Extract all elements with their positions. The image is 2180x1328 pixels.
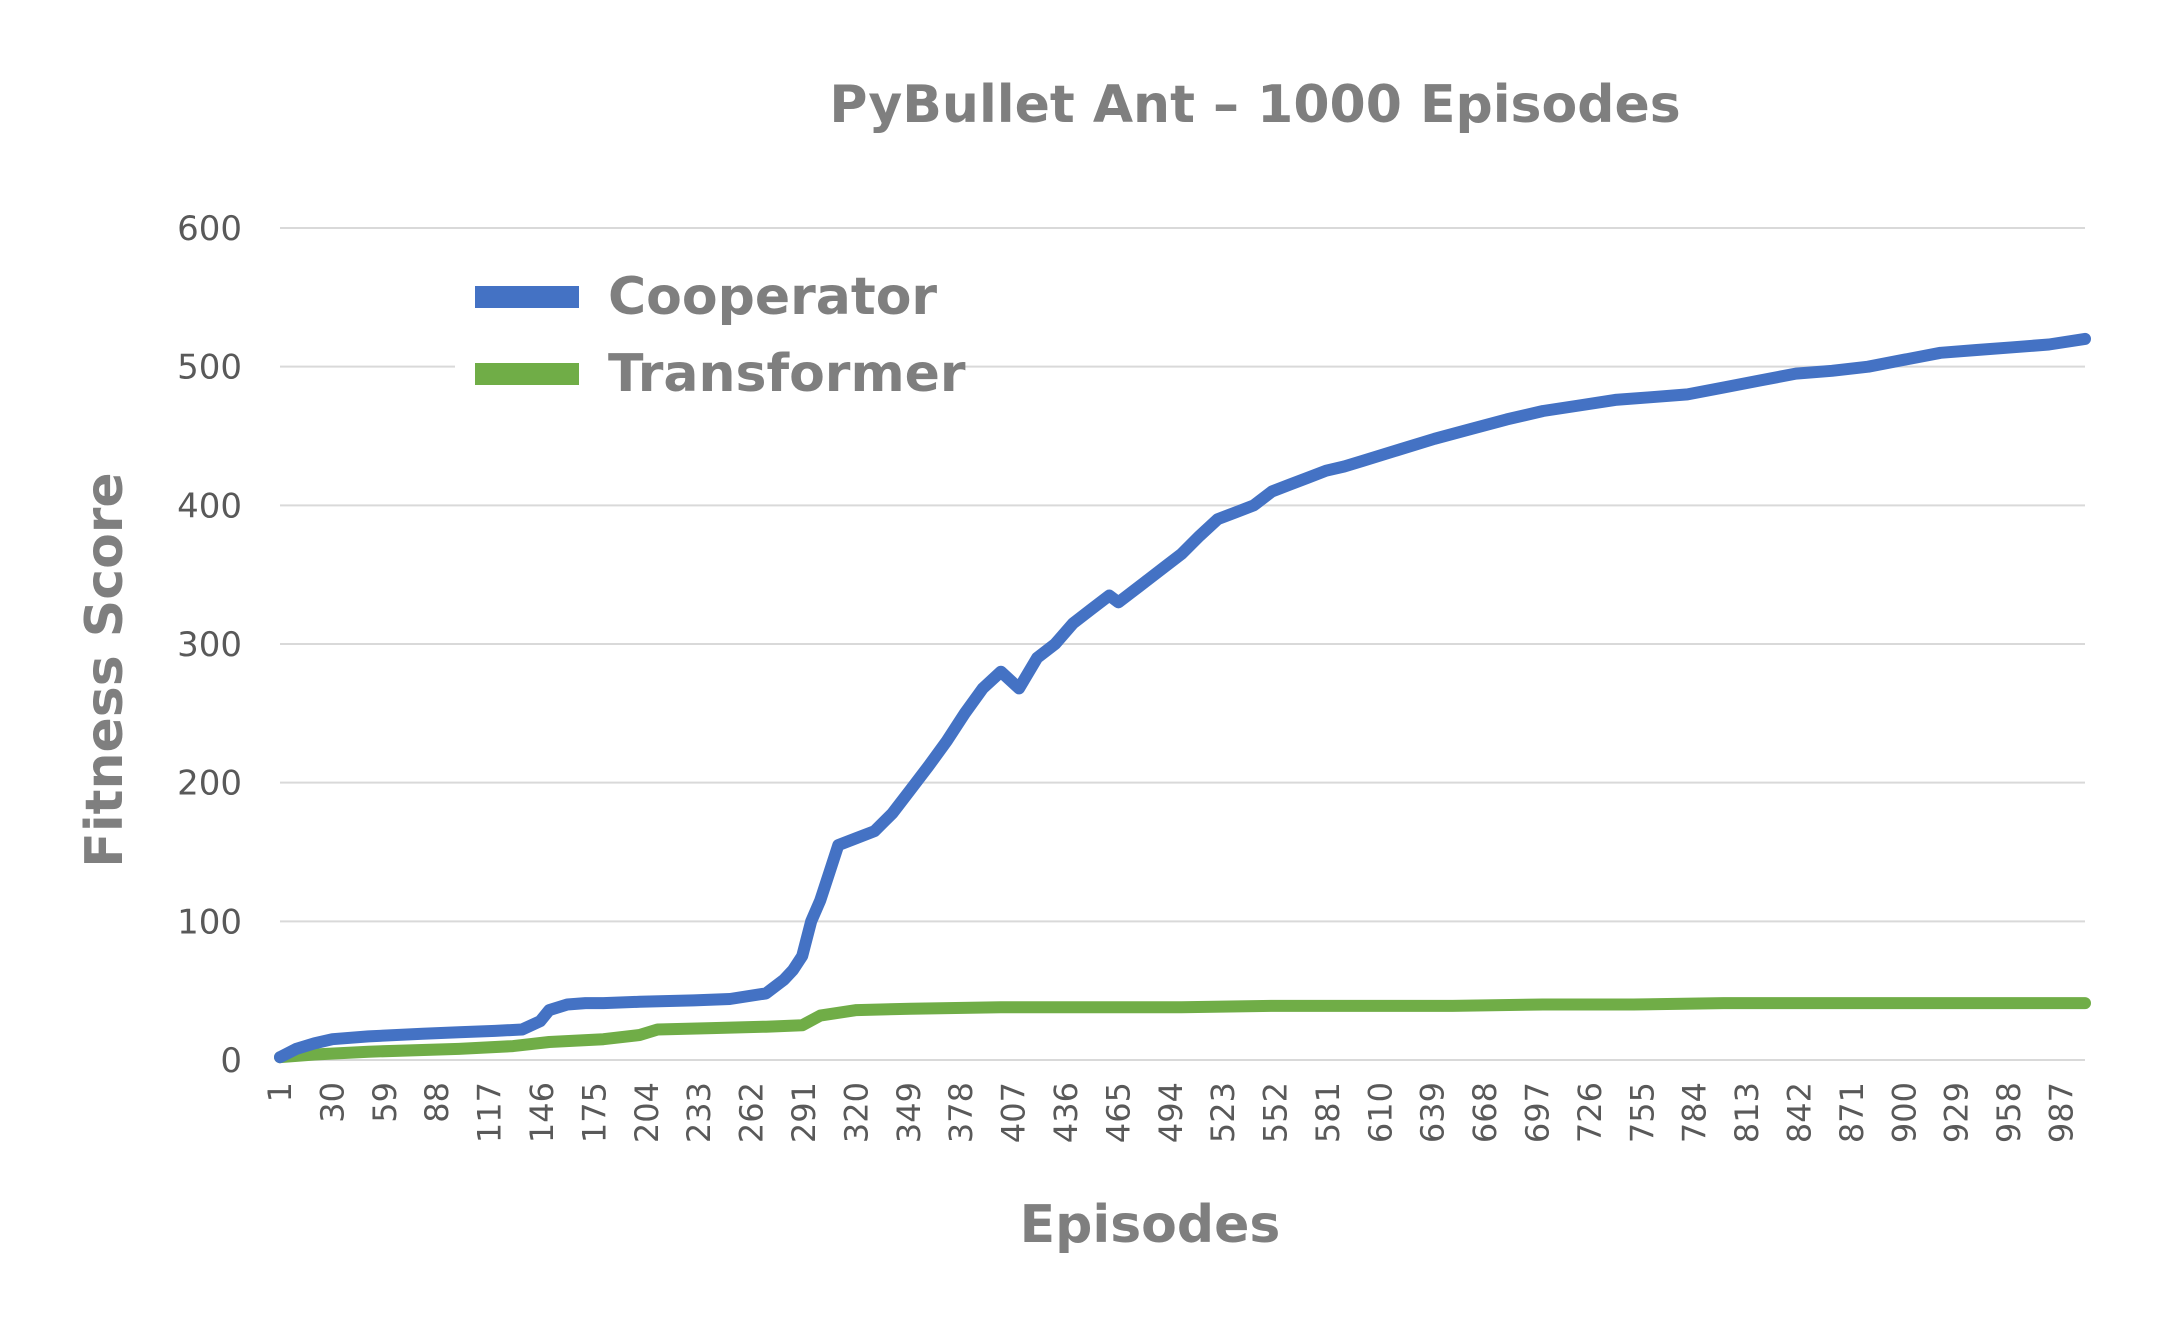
series-line-cooperator bbox=[274, 332, 2091, 1064]
x-tick-label: 871 bbox=[1833, 1082, 1871, 1143]
x-tick-label: 929 bbox=[1938, 1082, 1976, 1143]
x-tick-label: 987 bbox=[2043, 1082, 2081, 1143]
x-tick-label: 320 bbox=[837, 1082, 875, 1143]
legend: Cooperator Transformer bbox=[455, 262, 966, 410]
x-tick-label: 842 bbox=[1781, 1082, 1819, 1143]
x-tick-label: 813 bbox=[1728, 1082, 1766, 1143]
y-tick-label: 100 bbox=[177, 902, 242, 942]
series-lines bbox=[274, 332, 2091, 1064]
x-tick-label: 30 bbox=[313, 1082, 351, 1123]
x-tick-label: 697 bbox=[1519, 1082, 1557, 1143]
x-tick-label: 117 bbox=[471, 1082, 509, 1143]
x-tick-label: 465 bbox=[1099, 1082, 1137, 1143]
x-tick-label: 610 bbox=[1361, 1082, 1399, 1143]
x-tick-label: 349 bbox=[890, 1082, 928, 1143]
x-tick-label: 204 bbox=[628, 1082, 666, 1143]
x-tick-label: 784 bbox=[1676, 1082, 1714, 1143]
x-tick-label: 146 bbox=[523, 1082, 561, 1143]
legend-label-cooperator: Cooperator bbox=[608, 267, 937, 327]
y-tick-label: 300 bbox=[177, 625, 242, 665]
x-tick-label: 233 bbox=[680, 1082, 718, 1143]
x-tick-label: 639 bbox=[1414, 1082, 1452, 1143]
x-tick-label: 726 bbox=[1571, 1082, 1609, 1143]
x-tick-label: 291 bbox=[785, 1082, 823, 1143]
x-tick-label: 262 bbox=[733, 1082, 771, 1143]
y-tick-label: 200 bbox=[177, 764, 242, 804]
chart-title: PyBullet Ant – 1000 Episodes bbox=[829, 75, 1680, 135]
x-tick-label: 494 bbox=[1152, 1082, 1190, 1143]
series-line-transformer bbox=[274, 997, 2091, 1064]
y-tick-label: 500 bbox=[177, 348, 242, 388]
x-tick-label: 1 bbox=[261, 1082, 299, 1102]
x-tick-label: 523 bbox=[1204, 1082, 1242, 1143]
y-tick-label: 0 bbox=[220, 1041, 242, 1081]
x-tick-label: 59 bbox=[366, 1082, 404, 1123]
legend-swatch-cooperator bbox=[475, 286, 579, 308]
x-tick-label: 378 bbox=[942, 1082, 980, 1143]
x-tick-label: 436 bbox=[1047, 1082, 1085, 1143]
legend-swatch-transformer bbox=[475, 363, 579, 385]
x-tick-label: 900 bbox=[1885, 1082, 1923, 1143]
x-axis-ticks: 1 30 59 88 117 146 175 204 233 262 291 320 349 378 407… bbox=[261, 1082, 2081, 1143]
x-tick-label: 407 bbox=[995, 1082, 1033, 1143]
x-tick-label: 668 bbox=[1466, 1082, 1504, 1143]
y-axis-title: Fitness Score bbox=[75, 472, 135, 867]
y-tick-label: 600 bbox=[177, 209, 242, 249]
x-axis-title: Episodes bbox=[1020, 1195, 1281, 1255]
x-tick-label: 88 bbox=[418, 1082, 456, 1123]
x-tick-label: 755 bbox=[1623, 1082, 1661, 1143]
y-tick-label: 400 bbox=[177, 486, 242, 526]
x-tick-label: 175 bbox=[575, 1082, 613, 1143]
y-axis-ticks: 0 100 200 300 400 500 600 bbox=[177, 209, 242, 1081]
x-tick-label: 552 bbox=[1257, 1082, 1295, 1143]
x-tick-label: 581 bbox=[1309, 1082, 1347, 1143]
x-tick-label: 958 bbox=[1990, 1082, 2028, 1143]
legend-label-transformer: Transformer bbox=[608, 344, 966, 404]
